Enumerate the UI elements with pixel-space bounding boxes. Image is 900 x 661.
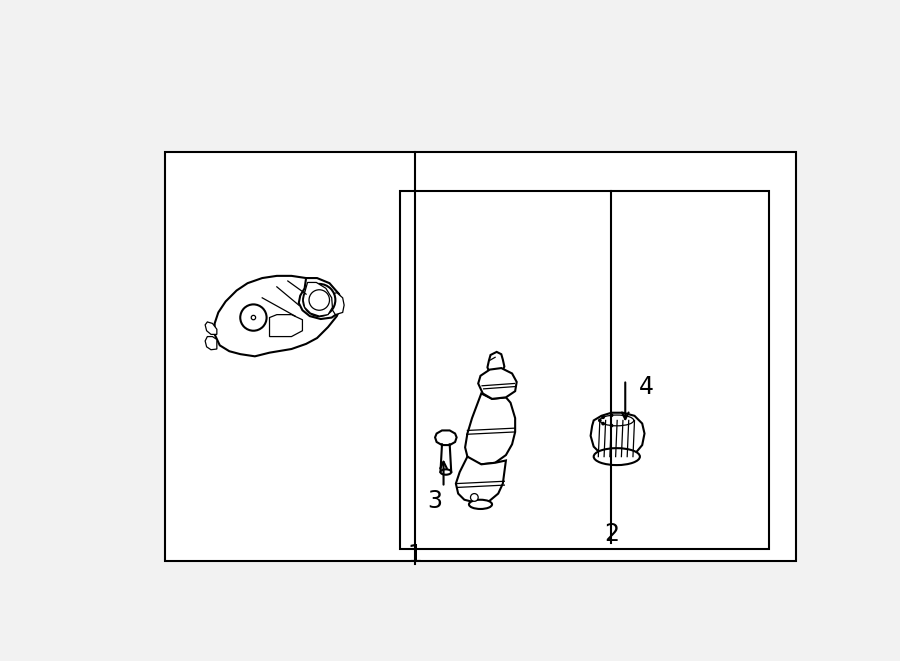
Circle shape [610, 414, 613, 416]
Polygon shape [205, 336, 217, 350]
Polygon shape [205, 322, 217, 334]
Bar [400, 191, 770, 549]
Polygon shape [456, 457, 506, 503]
Polygon shape [488, 352, 504, 377]
Polygon shape [303, 282, 332, 316]
Circle shape [598, 419, 601, 422]
Polygon shape [478, 368, 517, 399]
Polygon shape [299, 278, 341, 319]
Text: 3: 3 [427, 489, 442, 514]
Polygon shape [330, 293, 344, 315]
Polygon shape [435, 430, 456, 445]
Bar [165, 153, 796, 561]
Circle shape [602, 422, 604, 425]
Circle shape [240, 305, 266, 330]
Text: 2: 2 [604, 522, 619, 545]
Circle shape [303, 284, 336, 316]
Circle shape [251, 315, 256, 320]
Polygon shape [215, 276, 341, 356]
Circle shape [610, 424, 613, 427]
Ellipse shape [599, 415, 634, 426]
Polygon shape [590, 412, 644, 459]
Text: 4: 4 [639, 375, 653, 399]
Ellipse shape [594, 448, 640, 465]
Circle shape [309, 290, 329, 310]
Text: 1: 1 [408, 543, 422, 567]
Circle shape [471, 494, 478, 501]
Ellipse shape [469, 500, 492, 509]
Polygon shape [269, 315, 302, 336]
Ellipse shape [440, 469, 451, 475]
Polygon shape [465, 393, 515, 464]
Circle shape [602, 416, 604, 418]
